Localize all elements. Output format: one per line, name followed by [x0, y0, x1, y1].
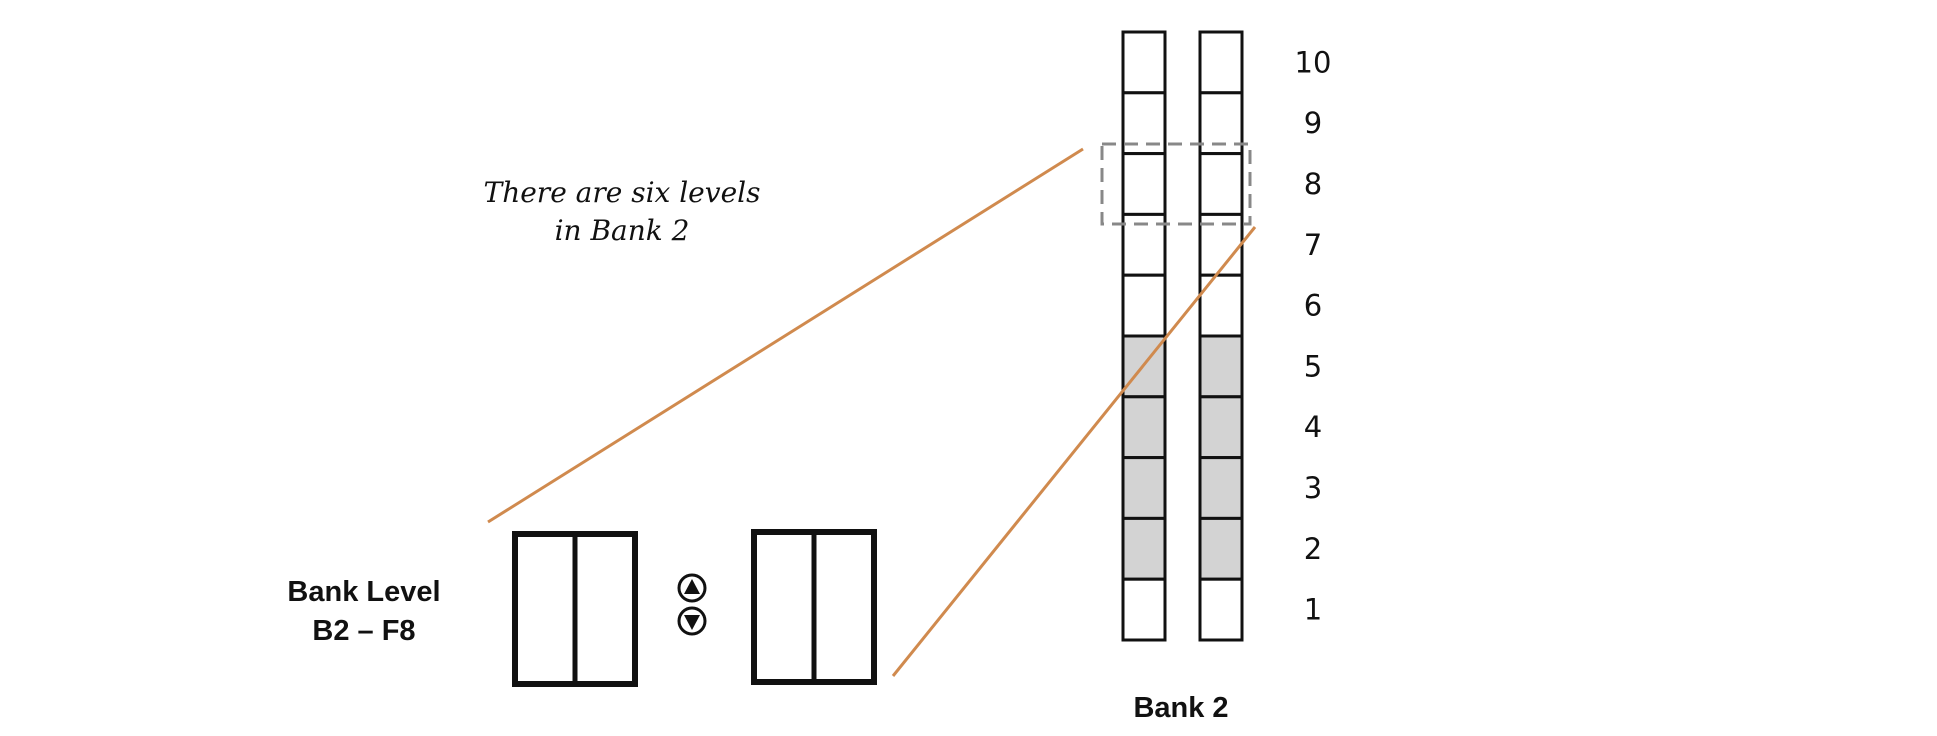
- bank-level-label-line-1: Bank Level: [287, 576, 440, 608]
- shaft-right-cell-floor-5: [1198, 334, 1244, 399]
- shaft-left-cell-floor-2: [1121, 516, 1167, 581]
- floor-label-2: 2: [1304, 532, 1322, 566]
- elevator-door-left: [512, 531, 638, 687]
- floor-label-1: 1: [1304, 593, 1322, 627]
- connector-line-bottom: [891, 226, 1257, 677]
- elevator-shaft-left: [1121, 30, 1167, 642]
- floor-number-labels: 10 9 8 7 6 5 4 3 2 1: [1295, 45, 1332, 626]
- bank-level-label-line-2: B2 – F8: [312, 615, 415, 647]
- floor-label-8: 8: [1304, 167, 1322, 201]
- shaft-right-cell-floor-6: [1198, 273, 1244, 338]
- elevator-door-right: [751, 529, 877, 685]
- shaft-right-cell-floor-10: [1198, 30, 1244, 95]
- shaft-right-cell-floor-3: [1198, 456, 1244, 520]
- floor-label-4: 4: [1304, 410, 1322, 444]
- floor-label-10: 10: [1295, 45, 1332, 79]
- floor-label-3: 3: [1304, 471, 1322, 505]
- floor-label-7: 7: [1304, 228, 1322, 262]
- annotation-line-1: There are six levels: [484, 176, 761, 209]
- bank-label: Bank 2: [1133, 692, 1228, 724]
- shaft-left-cell-floor-10: [1121, 30, 1167, 95]
- annotation-line-2: in Bank 2: [555, 214, 690, 247]
- shaft-right-cell-floor-2: [1198, 516, 1244, 581]
- elevator-shaft-right: [1198, 30, 1244, 642]
- shaft-left-cell-floor-4: [1121, 395, 1167, 460]
- shaft-left-cell-floor-6: [1121, 273, 1167, 338]
- floor-label-9: 9: [1304, 106, 1322, 140]
- shaft-right-cell-floor-8: [1198, 152, 1244, 216]
- connector-line-top: [487, 147, 1084, 524]
- up-arrow-icon: [677, 573, 707, 603]
- down-arrow-icon: [677, 606, 707, 636]
- highlight-box-floor-8: [1100, 142, 1252, 226]
- shaft-left-cell-floor-3: [1121, 456, 1167, 520]
- floor-label-5: 5: [1304, 349, 1322, 383]
- shaft-right-cell-floor-1: [1198, 577, 1244, 642]
- shaft-left-cell-floor-1: [1121, 577, 1167, 642]
- floor-label-6: 6: [1304, 289, 1322, 323]
- shaft-left-cell-floor-8: [1121, 152, 1167, 216]
- shaft-right-cell-floor-4: [1198, 395, 1244, 460]
